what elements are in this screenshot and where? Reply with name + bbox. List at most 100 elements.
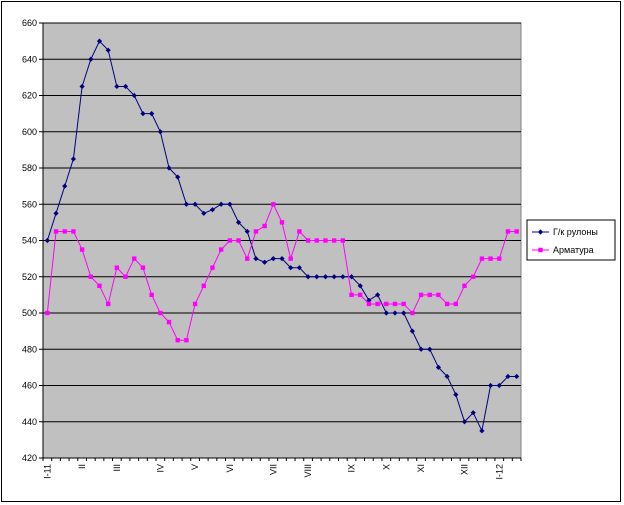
legend-marker <box>538 247 543 253</box>
data-point <box>53 229 59 234</box>
data-point <box>175 174 181 180</box>
x-tick-label: III <box>112 464 122 472</box>
data-point <box>201 283 206 289</box>
data-point <box>114 83 120 90</box>
data-point <box>271 202 276 207</box>
data-point <box>514 373 520 380</box>
data-point <box>375 292 381 298</box>
data-point <box>105 47 111 53</box>
data-point <box>436 292 441 298</box>
data-point <box>62 229 67 234</box>
data-point <box>340 238 346 243</box>
data-point <box>262 259 268 265</box>
data-point <box>488 256 493 261</box>
data-point <box>79 247 85 252</box>
data-point <box>349 292 354 298</box>
data-point <box>166 319 172 325</box>
data-point <box>505 373 511 380</box>
data-point <box>444 301 450 307</box>
data-point <box>184 337 189 343</box>
x-tick-label: X <box>381 464 391 470</box>
series-2 <box>45 202 519 343</box>
data-point <box>262 223 267 229</box>
data-point <box>270 256 276 262</box>
data-point <box>331 238 337 243</box>
data-point <box>462 283 467 289</box>
x-tick-label: XI <box>416 464 426 473</box>
data-point <box>245 256 250 261</box>
x-tick-label: VII <box>268 464 278 475</box>
data-point <box>497 256 502 261</box>
data-point <box>409 328 415 334</box>
data-point <box>305 238 311 243</box>
data-point <box>505 229 511 234</box>
data-point <box>236 238 241 243</box>
data-point <box>514 229 519 234</box>
data-point <box>331 274 337 280</box>
data-point <box>44 237 50 244</box>
series-1 <box>44 38 520 434</box>
data-point <box>314 274 320 280</box>
data-point <box>122 83 129 90</box>
y-tick-label: 560 <box>22 199 37 209</box>
data-point <box>227 201 233 207</box>
data-point <box>487 382 494 389</box>
y-tick-label: 520 <box>22 272 37 282</box>
data-point <box>149 292 154 298</box>
data-point <box>71 229 76 234</box>
data-point <box>279 256 285 262</box>
data-point <box>218 201 224 207</box>
data-point <box>53 210 59 216</box>
data-point <box>305 274 311 280</box>
x-tick-label: VIII <box>303 464 313 478</box>
y-tick-label: 480 <box>22 344 37 354</box>
x-tick-label: I-11 <box>42 464 52 479</box>
data-point <box>453 301 459 307</box>
data-point <box>88 274 93 279</box>
legend-box <box>526 219 616 261</box>
data-point <box>209 207 216 213</box>
plot-area <box>42 22 522 459</box>
data-point <box>158 310 163 316</box>
data-point <box>201 210 207 216</box>
data-point <box>322 274 329 280</box>
x-tick-label: V <box>190 464 200 470</box>
x-tick-label: IX <box>347 464 357 473</box>
data-point <box>253 256 259 262</box>
y-tick-label: 620 <box>22 91 37 101</box>
data-point <box>149 111 155 117</box>
legend-label: Г/к рулоны <box>553 227 598 237</box>
data-point <box>357 283 363 289</box>
data-point <box>314 238 319 243</box>
data-point <box>418 292 424 298</box>
y-tick-label: 420 <box>22 453 37 463</box>
data-point <box>131 92 137 99</box>
data-point <box>418 346 424 352</box>
legend: Г/к рулоны Арматура <box>526 219 616 261</box>
data-point <box>453 391 459 398</box>
data-point <box>410 310 415 316</box>
data-point <box>496 382 502 389</box>
data-point <box>366 297 372 303</box>
data-point <box>192 301 198 307</box>
y-tick-label: 580 <box>22 163 37 173</box>
data-point <box>392 301 398 307</box>
data-point <box>296 265 302 271</box>
data-point <box>427 292 432 298</box>
x-tick-label: I-12 <box>494 464 504 480</box>
data-point <box>366 301 372 307</box>
data-point <box>479 256 485 261</box>
legend-item-2: Арматура <box>532 245 594 255</box>
data-point <box>79 83 85 90</box>
data-point <box>383 310 389 316</box>
data-point <box>392 310 398 316</box>
data-point <box>227 238 233 243</box>
data-point <box>192 201 198 207</box>
data-point <box>183 201 189 207</box>
data-point <box>157 129 163 135</box>
data-point <box>253 229 259 234</box>
data-point <box>375 301 380 307</box>
data-point <box>288 265 294 271</box>
